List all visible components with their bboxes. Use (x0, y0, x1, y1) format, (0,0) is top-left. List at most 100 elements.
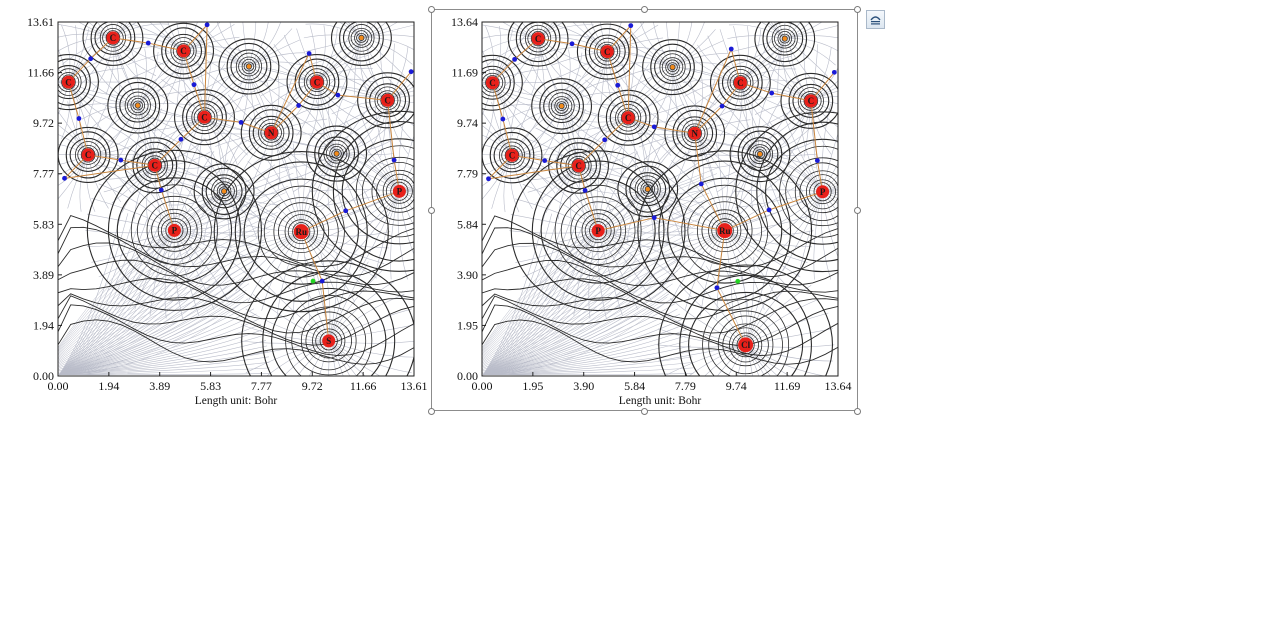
contour-line (785, 157, 838, 227)
bond-critical-point (158, 187, 164, 193)
atom-label: C (180, 46, 187, 56)
contour-line (65, 131, 111, 179)
resize-handle-bottom-right[interactable] (854, 408, 861, 415)
contour-line (803, 93, 819, 109)
contour-line (501, 145, 523, 166)
contour-line (525, 24, 552, 53)
atom-marker (148, 158, 162, 172)
contour-line (380, 92, 395, 108)
contour-plot-right[interactable]: C C C C C C N C C P P Ru Cl 0.00 1.95 3.90 5.84 7.79 9.74 1… (434, 10, 854, 410)
bond-critical-point (486, 176, 491, 182)
contour-line (107, 77, 169, 134)
contour-line (271, 287, 387, 376)
gradient-path (58, 244, 265, 364)
bond-path (160, 189, 175, 231)
bond-path (598, 217, 655, 232)
bond-critical-point (62, 175, 67, 181)
contour-line (708, 213, 742, 249)
contour-line (58, 68, 82, 96)
contour-line (358, 34, 365, 41)
x-tick-label: 11.69 (774, 379, 801, 393)
bond-path (654, 217, 725, 232)
contour-line (711, 218, 739, 244)
contour-line (376, 90, 399, 111)
gradient-path (483, 356, 693, 376)
resize-handle-bottom[interactable] (641, 408, 648, 415)
contour-line (218, 186, 230, 197)
contour-line (107, 160, 241, 301)
gradient-path (483, 253, 633, 375)
gradient-path (58, 172, 294, 350)
contour-line (498, 141, 526, 170)
bond-critical-point (628, 23, 634, 29)
gradient-path (59, 288, 243, 375)
bond-path (654, 126, 695, 134)
atom-marker (392, 184, 406, 198)
contour-line (588, 34, 626, 69)
atom-marker (531, 32, 545, 46)
contour-line (241, 260, 414, 376)
x-tick-label: 0.00 (472, 379, 493, 393)
gradient-path (58, 198, 284, 355)
gradient-path (483, 233, 601, 375)
atom-label: C (604, 47, 611, 57)
bond-path (627, 25, 632, 118)
contour-line (576, 23, 638, 80)
contour-line (797, 87, 824, 115)
gradient-path (59, 253, 209, 375)
contour-line (597, 89, 659, 146)
contour-line (556, 142, 601, 190)
resize-handle-bottom-left[interactable] (428, 408, 435, 415)
contour-line (679, 274, 812, 376)
atom-marker (61, 75, 75, 89)
atom-label: C (575, 161, 582, 171)
gradient-path (483, 313, 681, 375)
bond-critical-point (602, 137, 608, 143)
atom-marker (177, 44, 191, 58)
contour-line (594, 37, 621, 66)
contour-line (659, 53, 686, 81)
gradient-path (130, 105, 140, 163)
x-axis-title: Length unit: Bohr (619, 395, 702, 407)
bond-critical-point (719, 103, 725, 109)
gradient-path (59, 270, 227, 375)
resize-handle-right[interactable] (854, 207, 861, 214)
atom-label: Ru (296, 227, 308, 237)
contour-line (581, 213, 615, 249)
gradient-path (483, 239, 612, 375)
contour-line (248, 109, 294, 157)
x-tick-label: 9.74 (726, 379, 747, 393)
contour-line (665, 59, 680, 75)
contour-line (642, 39, 703, 96)
bond-critical-point (391, 157, 397, 163)
contour-line (571, 158, 586, 174)
contour-line (482, 319, 838, 365)
gradient-path (59, 334, 265, 375)
contour-line (507, 22, 569, 67)
contour-line (325, 143, 348, 164)
atom-label: Ru (719, 226, 731, 236)
resize-handle-top-right[interactable] (854, 6, 861, 13)
bond-critical-point (145, 40, 151, 46)
contour-line (658, 160, 792, 301)
contour-line (482, 227, 838, 278)
contour-line (672, 109, 718, 157)
contour-line (151, 208, 198, 252)
atom-label: P (172, 226, 178, 236)
y-tick-label: 13.64 (451, 15, 478, 29)
gradient-path (59, 279, 235, 375)
contour-line (482, 215, 838, 268)
gradient-path (651, 67, 673, 121)
atom-marker (505, 148, 519, 162)
resize-handle-top-left[interactable] (428, 6, 435, 13)
bond-critical-point (343, 208, 349, 214)
atom-marker (81, 148, 95, 162)
contour-line (137, 195, 212, 265)
contour-line (278, 210, 325, 254)
layout-options-button[interactable] (866, 10, 885, 29)
contour-line (243, 61, 255, 72)
resize-handle-left[interactable] (428, 207, 435, 214)
contour-line (482, 295, 838, 346)
contour-line (729, 327, 763, 363)
resize-handle-top[interactable] (641, 6, 648, 13)
